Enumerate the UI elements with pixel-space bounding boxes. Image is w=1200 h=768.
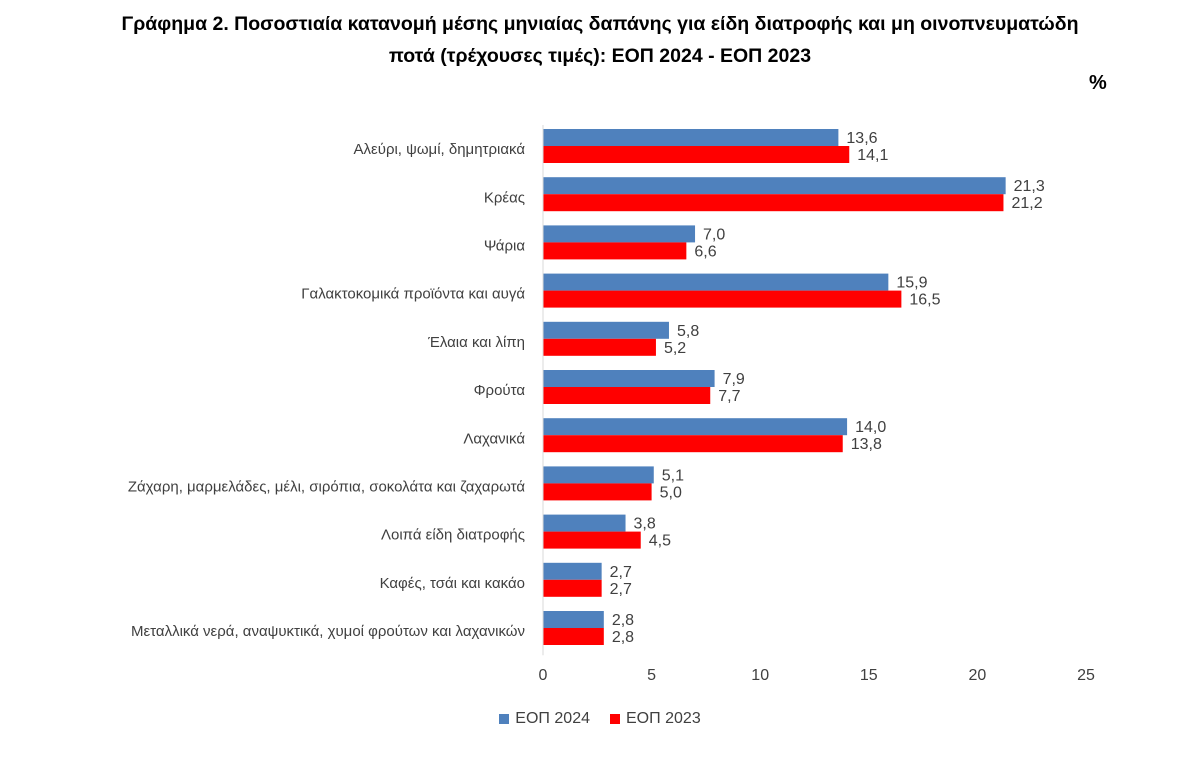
bar-2023 — [543, 194, 1004, 212]
category-label: Ζάχαρη, μαρμελάδες, μέλι, σιρόπια, σοκολ… — [128, 479, 525, 496]
data-label-2023: 2,8 — [612, 629, 634, 646]
data-label-2024: 7,9 — [723, 371, 745, 388]
chart-title: Γράφημα 2. Ποσοστιαία κατανομή μέσης μην… — [0, 8, 1200, 72]
x-tick-label: 5 — [647, 667, 656, 684]
data-label-2024: 13,6 — [846, 130, 877, 147]
legend-item-2023: ΕΟΠ 2023 — [610, 710, 701, 728]
category-label: Μεταλλικά νερά, αναψυκτικά, χυμοί φρούτω… — [131, 623, 525, 640]
legend-swatch-2023 — [610, 714, 620, 724]
data-label-2024: 5,8 — [677, 323, 699, 340]
data-label-2024: 3,8 — [634, 516, 656, 533]
bar-2024 — [543, 611, 604, 628]
category-label: Ψάρια — [484, 238, 525, 255]
bar-2023 — [543, 435, 843, 453]
bar-2024 — [543, 370, 715, 387]
bar-2024 — [543, 418, 848, 436]
data-label-2023: 21,2 — [1011, 195, 1042, 212]
data-label-2023: 4,5 — [649, 533, 671, 550]
data-label-2024: 2,7 — [610, 564, 632, 581]
bar-2023 — [543, 483, 652, 501]
legend-label-2023: ΕΟΠ 2023 — [626, 710, 701, 727]
legend: ΕΟΠ 2024 ΕΟΠ 2023 — [0, 710, 1200, 728]
bar-2023 — [543, 146, 850, 163]
x-tick-label: 0 — [539, 667, 548, 684]
bar-2024 — [543, 273, 889, 291]
data-label-2023: 13,8 — [851, 436, 882, 453]
bar-2023 — [543, 387, 711, 404]
bar-2024 — [543, 177, 1006, 195]
data-label-2023: 5,2 — [664, 340, 686, 357]
category-label: Καφές, τσάι και κακάο — [380, 575, 525, 592]
chart-title-line2: ποτά (τρέχουσες τιμές): ΕΟΠ 2024 - ΕΟΠ 2… — [388, 45, 812, 67]
category-label: Λοιπά είδη διατροφής — [381, 527, 525, 544]
bar-2023 — [543, 338, 656, 356]
data-label-2024: 5,1 — [662, 467, 684, 484]
unit-label: % — [1089, 72, 1107, 94]
bar-2024 — [543, 225, 696, 243]
legend-item-2024: ΕΟΠ 2024 — [499, 710, 590, 728]
category-label: Φρούτα — [474, 382, 526, 399]
x-tick-label: 20 — [969, 667, 987, 684]
category-label: Κρέας — [484, 189, 525, 206]
data-label-2023: 14,1 — [857, 147, 888, 164]
legend-label-2024: ΕΟΠ 2024 — [515, 710, 590, 727]
category-label: Λαχανικά — [463, 430, 525, 447]
x-tick-label: 10 — [751, 667, 769, 684]
data-label-2024: 21,3 — [1014, 178, 1045, 195]
data-label-2024: 14,0 — [855, 419, 886, 436]
data-label-2023: 2,7 — [610, 581, 632, 598]
bar-2024 — [543, 562, 602, 580]
bar-2023 — [543, 579, 602, 597]
data-label-2023: 16,5 — [909, 292, 940, 309]
data-label-2023: 7,7 — [718, 388, 740, 405]
bar-2024 — [543, 466, 654, 484]
bar-2024 — [543, 129, 839, 146]
bar-2023 — [543, 531, 641, 549]
bar-chart: Αλεύρι, ψωμί, δημητριακά 13,614,1 Κρέας 21,… — [128, 125, 1095, 684]
chart-title-line1: Γράφημα 2. Ποσοστιαία κατανομή μέσης μην… — [121, 13, 1079, 35]
bar-2024 — [543, 321, 669, 339]
x-tick-label: 15 — [860, 667, 878, 684]
data-label-2023: 6,6 — [694, 243, 716, 260]
bar-2024 — [543, 514, 626, 532]
bar-2023 — [543, 242, 687, 260]
data-label-2024: 15,9 — [896, 275, 927, 292]
data-label-2024: 7,0 — [703, 226, 725, 243]
category-label: Αλεύρι, ψωμί, δημητριακά — [354, 141, 526, 158]
bar-2023 — [543, 290, 902, 308]
category-label: Γαλακτοκομικά προϊόντα και αυγά — [301, 286, 525, 303]
legend-swatch-2024 — [499, 714, 510, 724]
data-label-2023: 5,0 — [660, 484, 682, 501]
data-label-2024: 2,8 — [612, 612, 634, 629]
x-tick-label: 25 — [1077, 667, 1095, 684]
category-label: Έλαια και λίπη — [427, 334, 525, 351]
bar-2023 — [543, 628, 604, 645]
